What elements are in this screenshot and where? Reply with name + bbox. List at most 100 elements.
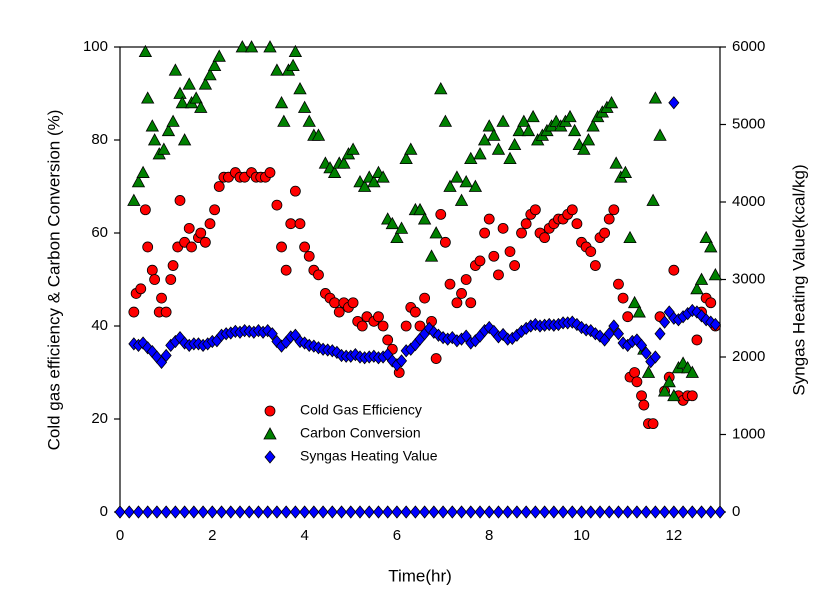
data-point	[641, 365, 656, 378]
data-point	[141, 91, 155, 104]
data-point	[566, 505, 578, 519]
data-point	[114, 505, 126, 519]
data-point	[146, 264, 158, 276]
data-point	[127, 193, 141, 206]
data-point	[280, 264, 292, 276]
y2-tick-label: 2000	[732, 348, 765, 365]
data-point	[705, 297, 717, 309]
data-point	[308, 505, 320, 519]
data-point	[609, 156, 623, 169]
data-point	[363, 505, 375, 519]
data-point	[400, 320, 412, 332]
y-tick-label: 40	[91, 317, 108, 334]
data-point	[465, 505, 477, 519]
data-point	[566, 204, 578, 216]
data-point	[198, 77, 213, 90]
data-point	[382, 505, 394, 519]
data-point	[649, 350, 661, 364]
data-point	[438, 114, 453, 127]
data-point	[487, 128, 501, 141]
data-point	[640, 346, 652, 360]
data-point	[459, 175, 473, 188]
data-point	[274, 95, 289, 109]
data-point	[337, 156, 351, 169]
data-point	[581, 133, 596, 146]
data-point	[244, 40, 259, 53]
data-point	[529, 204, 541, 216]
data-point	[434, 82, 448, 95]
data-point	[419, 505, 431, 519]
x-tick-label: 2	[208, 527, 216, 544]
x-tick-label: 8	[485, 527, 493, 544]
data-point	[492, 505, 504, 519]
data-point	[394, 221, 409, 234]
data-point	[372, 505, 384, 519]
data-point	[166, 114, 180, 127]
data-point	[382, 334, 394, 346]
data-point	[277, 114, 291, 127]
data-point	[539, 505, 551, 519]
data-point	[270, 63, 284, 76]
data-point	[302, 114, 316, 127]
data-point	[317, 505, 329, 519]
data-point	[662, 374, 676, 388]
data-point	[333, 306, 345, 318]
data-point	[474, 505, 486, 519]
data-point	[262, 505, 274, 519]
data-point	[456, 505, 468, 519]
data-point	[567, 123, 582, 137]
x-axis-title: Time(hr)	[388, 566, 452, 585]
data-point	[648, 91, 663, 104]
data-point	[168, 63, 183, 76]
data-point	[167, 260, 179, 271]
data-point	[539, 232, 551, 244]
data-point	[585, 505, 597, 519]
data-point	[646, 193, 660, 206]
data-point	[173, 86, 187, 99]
data-point	[204, 218, 216, 230]
legend-marker	[263, 427, 277, 440]
data-point	[161, 123, 176, 137]
data-point	[297, 100, 312, 113]
data-point	[647, 418, 659, 430]
data-point	[511, 505, 523, 519]
data-point	[482, 119, 496, 132]
data-point	[169, 505, 181, 519]
data-point	[468, 179, 483, 192]
data-point	[132, 505, 144, 519]
data-point	[183, 222, 195, 234]
data-point	[599, 227, 611, 239]
data-point	[276, 241, 287, 253]
data-point	[197, 505, 209, 519]
data-point	[234, 505, 246, 519]
data-point	[577, 142, 591, 155]
data-point	[632, 305, 646, 318]
data-point	[439, 236, 451, 248]
data-point	[263, 40, 277, 53]
data-point	[409, 505, 421, 519]
data-point	[288, 44, 303, 58]
data-point	[631, 376, 643, 388]
data-point	[649, 505, 661, 519]
data-point	[638, 399, 650, 411]
data-point	[203, 68, 217, 81]
data-point	[289, 185, 301, 197]
x-tick-label: 12	[666, 527, 683, 544]
data-point	[654, 327, 666, 341]
data-point	[497, 222, 509, 234]
data-point	[603, 213, 615, 225]
data-point	[428, 505, 440, 519]
data-point	[174, 195, 186, 206]
y2-tick-label: 0	[732, 503, 740, 520]
data-point	[473, 147, 487, 160]
data-point	[696, 505, 708, 519]
data-point	[612, 327, 624, 341]
data-point	[149, 274, 161, 285]
data-point	[135, 283, 147, 295]
data-point	[243, 505, 255, 519]
data-point	[271, 199, 283, 211]
data-point	[424, 249, 439, 262]
data-point	[450, 170, 464, 183]
data-point	[503, 151, 517, 165]
